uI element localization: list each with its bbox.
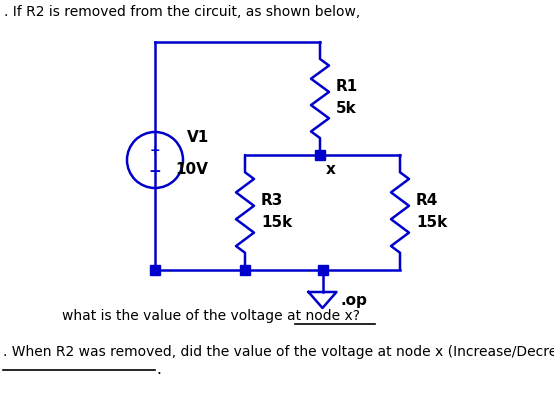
Text: R3: R3 [261,193,284,208]
Text: +: + [150,144,160,156]
Text: −: − [148,164,161,178]
Text: 15k: 15k [416,215,447,230]
Text: .op: .op [341,293,367,308]
Text: 10V: 10V [175,162,208,178]
Text: x: x [326,162,336,176]
Text: R4: R4 [416,193,438,208]
Text: . When R2 was removed, did the value of the voltage at node x (Increase/Decrease: . When R2 was removed, did the value of … [3,345,554,359]
Text: V1: V1 [187,131,209,146]
Text: R1: R1 [336,79,358,94]
Text: 15k: 15k [261,215,293,230]
Text: what is the value of the voltage at node x?: what is the value of the voltage at node… [62,309,360,323]
Text: .: . [156,363,161,377]
Text: . If R2 is removed from the circuit, as shown below,: . If R2 is removed from the circuit, as … [4,5,360,19]
Text: 5k: 5k [336,101,357,116]
